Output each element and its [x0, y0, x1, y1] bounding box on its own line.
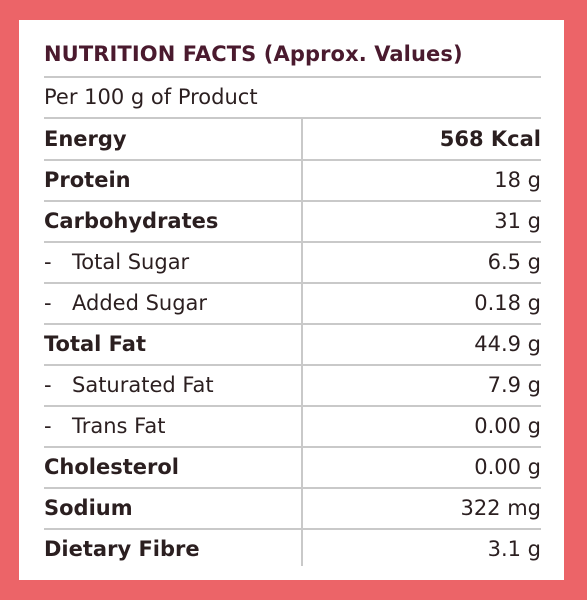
column-divider	[301, 119, 303, 566]
nutrient-label: Cholesterol	[44, 447, 179, 487]
nutrient-label-text: Total Fat	[44, 332, 147, 356]
nutrient-value: 18 g	[494, 168, 541, 192]
nutrient-label-text: Total Sugar	[72, 250, 190, 274]
nutrient-label-text: Protein	[44, 168, 131, 192]
sub-item-dash: -	[44, 414, 52, 438]
nutrient-value: 568 Kcal	[439, 127, 541, 151]
nutrient-row: - Added Sugar 0.18 g	[44, 283, 541, 323]
nutrient-row: Energy 568 Kcal	[44, 119, 541, 159]
nutrient-label: Sodium	[44, 488, 133, 528]
row-divider	[44, 405, 541, 407]
nutrient-row: Cholesterol 0.00 g	[44, 447, 541, 487]
nutrient-label: Protein	[44, 160, 131, 200]
nutrition-title: NUTRITION FACTS (Approx. Values)	[44, 42, 463, 66]
nutrient-label-text: Dietary Fibre	[44, 537, 200, 561]
row-divider	[44, 159, 541, 161]
nutrient-value: 31 g	[494, 209, 541, 233]
row-divider	[44, 364, 541, 366]
nutrient-row: - Saturated Fat 7.9 g	[44, 365, 541, 405]
nutrient-row: - Total Sugar 6.5 g	[44, 242, 541, 282]
nutrient-label-text: Cholesterol	[44, 455, 179, 479]
sub-item-dash: -	[44, 291, 52, 315]
nutrient-row: Total Fat 44.9 g	[44, 324, 541, 364]
nutrient-row: Dietary Fibre 3.1 g	[44, 529, 541, 569]
row-divider	[44, 241, 541, 243]
row-divider	[44, 282, 541, 284]
nutrient-value: 3.1 g	[487, 537, 541, 561]
nutrient-label-text: Saturated Fat	[72, 373, 214, 397]
header-divider	[44, 117, 541, 119]
nutrient-label-text: Added Sugar	[72, 291, 208, 315]
nutrient-value: 44.9 g	[474, 332, 541, 356]
nutrient-value: 0.00 g	[474, 414, 541, 438]
serving-basis: Per 100 g of Product	[44, 85, 258, 109]
row-divider	[44, 200, 541, 202]
nutrient-row: - Trans Fat 0.00 g	[44, 406, 541, 446]
nutrient-label: - Saturated Fat	[44, 365, 214, 405]
nutrient-row: Carbohydrates 31 g	[44, 201, 541, 241]
nutrient-label: - Trans Fat	[44, 406, 165, 446]
nutrient-label: - Total Sugar	[44, 242, 189, 282]
sub-item-dash: -	[44, 250, 52, 274]
row-divider	[44, 487, 541, 489]
nutrient-value: 0.18 g	[474, 291, 541, 315]
nutrient-label-text: Carbohydrates	[44, 209, 219, 233]
nutrient-label: Dietary Fibre	[44, 529, 200, 569]
nutrient-label: Carbohydrates	[44, 201, 218, 241]
sub-item-dash: -	[44, 373, 52, 397]
nutrient-label-text: Energy	[44, 127, 127, 151]
row-divider	[44, 446, 541, 448]
nutrition-panel: NUTRITION FACTS (Approx. Values) Per 100…	[19, 20, 564, 580]
nutrient-label-text: Sodium	[44, 496, 133, 520]
title-divider	[44, 76, 541, 78]
row-divider	[44, 323, 541, 325]
nutrient-value: 7.9 g	[487, 373, 541, 397]
nutrient-label: Energy	[44, 119, 127, 159]
nutrient-label: - Added Sugar	[44, 283, 207, 323]
nutrient-value: 0.00 g	[474, 455, 541, 479]
nutrient-row: Protein 18 g	[44, 160, 541, 200]
nutrient-row: Sodium 322 mg	[44, 488, 541, 528]
nutrient-label-text: Trans Fat	[72, 414, 166, 438]
nutrient-value: 6.5 g	[487, 250, 541, 274]
nutrient-value: 322 mg	[460, 496, 541, 520]
row-divider	[44, 528, 541, 530]
nutrient-label: Total Fat	[44, 324, 146, 364]
